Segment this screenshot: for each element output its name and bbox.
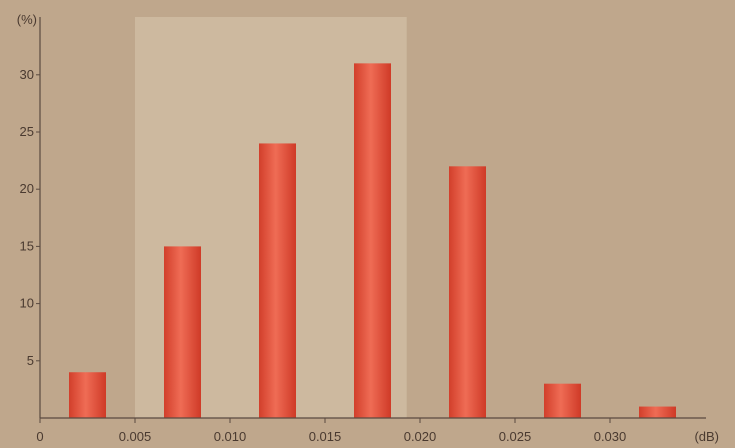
x-unit-label: (dB): [694, 429, 719, 444]
y-tick-label: 5: [27, 353, 34, 368]
y-tick-label: 10: [20, 296, 34, 311]
histogram-bar-7: [639, 406, 676, 418]
x-tick-label: 0: [36, 429, 43, 444]
y-unit-label: (%): [17, 12, 37, 27]
histogram-bar-4: [354, 63, 391, 419]
y-tick-label: 30: [20, 67, 34, 82]
histogram-bar-2: [164, 246, 201, 418]
histogram-bar-3: [259, 143, 296, 418]
histogram-bar-5: [449, 166, 486, 418]
histogram-bar-1: [69, 372, 106, 418]
y-tick-label: 25: [20, 124, 34, 139]
x-tick-label: 0.010: [214, 429, 247, 444]
x-tick-label: 0.025: [499, 429, 532, 444]
x-tick-label: 0.005: [119, 429, 152, 444]
histogram-bar-6: [544, 383, 581, 418]
x-tick-label: 0.020: [404, 429, 437, 444]
x-tick-label: 0.015: [309, 429, 342, 444]
x-tick-label: 0.030: [594, 429, 627, 444]
y-tick-label: 20: [20, 181, 34, 196]
y-tick-label: 15: [20, 238, 34, 253]
